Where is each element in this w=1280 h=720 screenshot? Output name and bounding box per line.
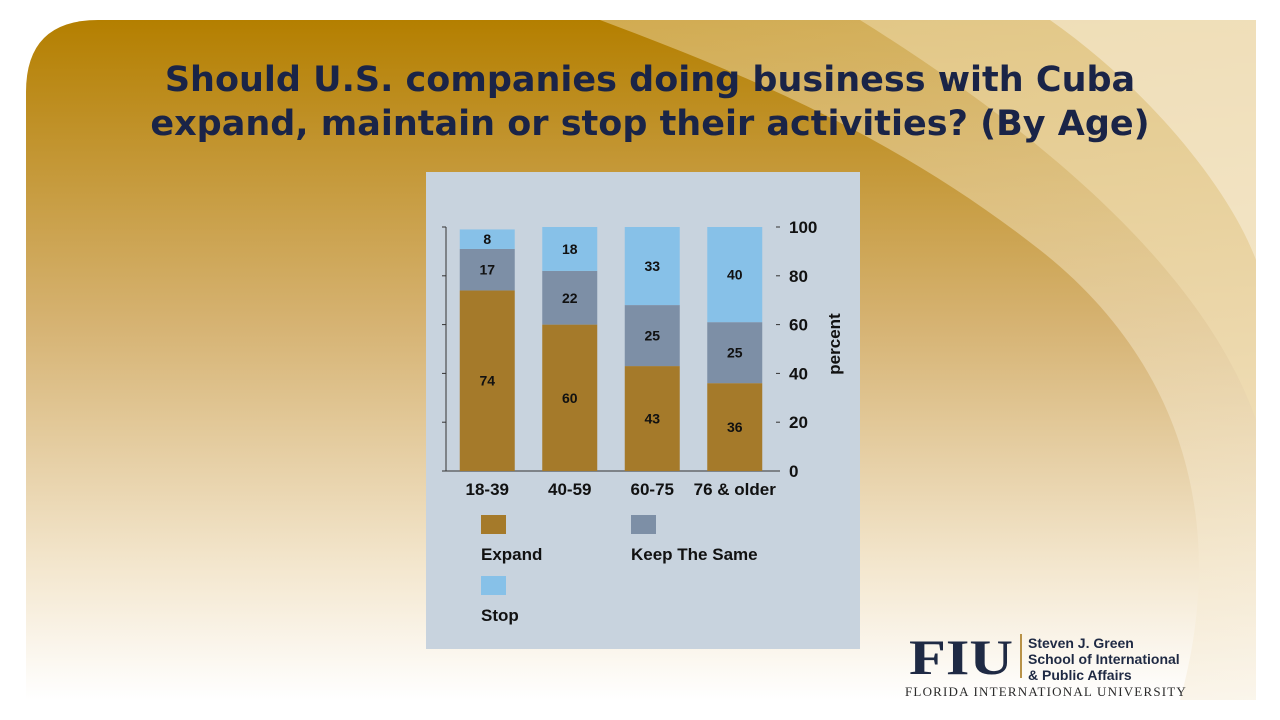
x-category-label: 60-75 [631, 480, 674, 499]
legend-swatch-expand [481, 515, 506, 534]
bar-segment-expand [459, 290, 515, 471]
bar-segment-keep-the-same [624, 305, 680, 367]
data-label: 36 [727, 419, 743, 435]
data-label: 25 [727, 345, 743, 361]
data-label: 22 [562, 290, 578, 306]
logo-line-1: Steven J. Green [1028, 635, 1134, 651]
y-axis-label: percent [825, 313, 844, 375]
x-category-label: 18-39 [466, 480, 509, 499]
university-name: FLORIDA INTERNATIONAL UNIVERSITY [905, 684, 1188, 699]
slide-title: Should U.S. companies doing business wit… [100, 58, 1200, 146]
fiu-logo: FIU Steven J. Green School of Internatio… [905, 632, 1205, 702]
bar-segment-keep-the-same [542, 270, 598, 325]
data-label: 40 [727, 267, 743, 283]
x-category-label: 76 & older [694, 480, 777, 499]
y-tick-label: 60 [789, 316, 808, 335]
legend-label: Keep The Same [631, 545, 758, 564]
bar-segment-stop [707, 227, 763, 323]
legend-swatch-stop [481, 576, 506, 595]
y-tick-label: 80 [789, 267, 808, 286]
data-label: 18 [562, 241, 578, 257]
data-label: 43 [644, 411, 660, 427]
bar-segment-expand [707, 383, 763, 471]
logo-line-2: School of International [1028, 651, 1180, 667]
y-tick-label: 20 [789, 413, 808, 432]
stacked-bar-chart: 0 20 40 60 80 100 74 17 8 18-39 60 22 18 40-59 43 25 33 6… [442, 218, 844, 625]
legend-label: Expand [481, 545, 542, 564]
fiu-logo-mark: FIU [909, 632, 1022, 680]
bar-segment-expand [624, 366, 680, 471]
logo-line-3: & Public Affairs [1028, 667, 1132, 683]
data-label: 60 [562, 390, 578, 406]
y-tick-label: 0 [789, 462, 798, 481]
bar-segment-stop [459, 229, 515, 249]
data-label: 33 [644, 258, 660, 274]
bar-segment-expand [542, 324, 598, 471]
y-tick-label: 100 [789, 218, 817, 237]
bar-segment-stop [624, 227, 680, 306]
chart-panel: 0 20 40 60 80 100 74 17 8 18-39 60 22 18 40-59 43 25 33 6… [426, 172, 860, 649]
bar-segment-keep-the-same [459, 248, 515, 291]
bar-segment-stop [542, 227, 598, 271]
bar-segment-keep-the-same [707, 322, 763, 384]
data-label: 17 [479, 262, 495, 278]
data-label: 8 [483, 231, 491, 247]
y-tick-label: 40 [789, 364, 808, 383]
data-label: 74 [479, 373, 495, 389]
legend-label: Stop [481, 606, 519, 625]
fiu-mark-text: FIU [909, 632, 1013, 680]
x-category-label: 40-59 [548, 480, 591, 499]
legend-swatch-keep-the-same [631, 515, 656, 534]
title-line-2: expand, maintain or stop their activitie… [150, 104, 1150, 144]
title-line-1: Should U.S. companies doing business wit… [164, 60, 1136, 100]
data-label: 25 [644, 328, 660, 344]
